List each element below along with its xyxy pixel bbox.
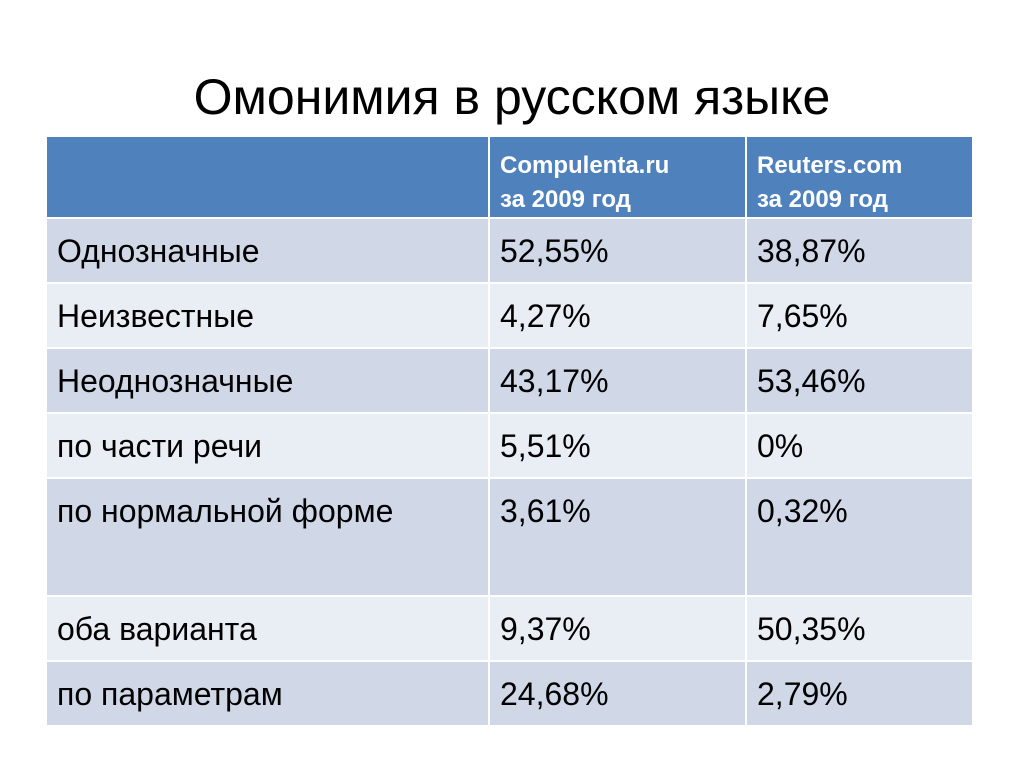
row-label: Неоднозначные: [45, 347, 490, 414]
row-label: по части речи: [45, 412, 490, 479]
row-label: Неизвестные: [45, 282, 490, 349]
header-cell-compulenta: Compulenta.ru за 2009 год: [488, 135, 747, 219]
table-row: оба варианта 9,37% 50,35%: [45, 595, 974, 662]
cell-compulenta: 52,55%: [488, 217, 747, 284]
cell-compulenta: 4,27%: [488, 282, 747, 349]
table-row: по параметрам 24,68% 2,79%: [45, 660, 974, 727]
cell-reuters: 50,35%: [745, 595, 974, 662]
cell-compulenta: 3,61%: [488, 477, 747, 597]
row-label: по нормальной форме: [45, 477, 490, 597]
cell-compulenta: 43,17%: [488, 347, 747, 414]
table-row: Однозначные 52,55% 38,87%: [45, 217, 974, 284]
header-reuters-source: Reuters.com: [757, 152, 903, 179]
data-table: Compulenta.ru за 2009 год Reuters.com за…: [45, 135, 974, 727]
header-compulenta-year: за 2009 год: [500, 186, 631, 213]
header-reuters-year: за 2009 год: [757, 186, 888, 213]
header-cell-label: [45, 135, 490, 219]
cell-compulenta: 5,51%: [488, 412, 747, 479]
row-label: по параметрам: [45, 660, 490, 727]
table-row: по части речи 5,51% 0%: [45, 412, 974, 479]
table-row: Неизвестные 4,27% 7,65%: [45, 282, 974, 349]
row-label: оба варианта: [45, 595, 490, 662]
cell-compulenta: 24,68%: [488, 660, 747, 727]
cell-reuters: 7,65%: [745, 282, 974, 349]
row-label: Однозначные: [45, 217, 490, 284]
cell-reuters: 53,46%: [745, 347, 974, 414]
slide-title: Омонимия в русском языке: [193, 69, 831, 125]
header-compulenta-source: Compulenta.ru: [500, 152, 670, 179]
table-header-row: Compulenta.ru за 2009 год Reuters.com за…: [45, 135, 974, 219]
table-row: по нормальной форме 3,61% 0,32%: [45, 477, 974, 597]
header-cell-reuters: Reuters.com за 2009 год: [745, 135, 974, 219]
cell-reuters: 0,32%: [745, 477, 974, 597]
cell-reuters: 0%: [745, 412, 974, 479]
table-row: Неоднозначные 43,17% 53,46%: [45, 347, 974, 414]
cell-reuters: 2,79%: [745, 660, 974, 727]
cell-reuters: 38,87%: [745, 217, 974, 284]
cell-compulenta: 9,37%: [488, 595, 747, 662]
